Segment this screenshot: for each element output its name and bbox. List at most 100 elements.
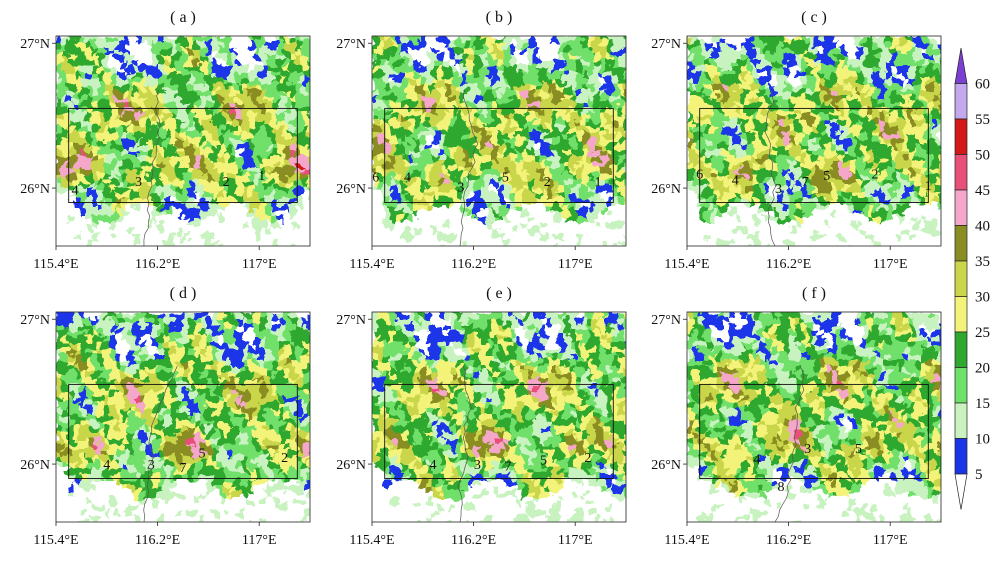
colorbar-tick-label: 60 (975, 77, 990, 93)
x-tick-label: 117°E (873, 533, 908, 548)
colorbar-tick-label: 55 (975, 112, 990, 128)
panel-b: ( b ) 27°N 26°N 115.4°E 116.2°E 117°E 6 4 3 5 2 1 (336, 9, 627, 272)
study-region-box (699, 383, 929, 480)
x-tick-label: 116.2°E (451, 533, 496, 548)
boundary-line (143, 365, 178, 522)
y-tick-label: 26°N (20, 458, 50, 473)
storm-cell-label: 6 (696, 168, 703, 183)
reflectivity-field (687, 312, 941, 522)
storm-cell-label: 7 (180, 461, 187, 476)
boundary-line (459, 89, 479, 246)
x-tick-label: 117°E (242, 257, 277, 272)
colorbar-tick-label: 40 (975, 219, 990, 235)
y-tick-label: 26°N (20, 182, 50, 197)
storm-cell-label: 3 (148, 458, 155, 473)
storm-cell-label: 2 (584, 451, 591, 466)
panel-title: ( c ) (801, 9, 827, 26)
x-tick-label: 117°E (558, 257, 593, 272)
storm-cell-label: 5 (855, 442, 862, 457)
storm-cell-label: 3 (804, 442, 811, 457)
study-region-box (68, 107, 298, 204)
colorbar-segment (954, 473, 968, 510)
storm-cell-label: 5 (199, 446, 206, 461)
storm-cell-label: 1 (595, 175, 602, 190)
colorbar-segment (954, 260, 968, 297)
storm-cell-label: 5 (540, 454, 547, 469)
colorbar-tick-label: 50 (975, 148, 990, 164)
storm-cell-label: 4 (103, 458, 110, 473)
storm-cell-label: 4 (404, 170, 411, 185)
storm-cell-label: 4 (753, 452, 760, 467)
storm-cell-label: 2 (223, 175, 230, 190)
study-region-box (384, 107, 614, 204)
panel-c: ( c ) 27°N 26°N 115.4°E 116.2°E 117°E 6 4 3 7 5 2 1 (651, 9, 942, 272)
panel-d: ( d ) 27°N 26°N 115.4°E 116.2°E 117°E 4 3 75 2 (20, 285, 311, 548)
x-tick-label: 117°E (873, 257, 908, 272)
reflectivity-field (372, 36, 626, 246)
x-tick-label: 116.2°E (135, 257, 180, 272)
panel-title: ( d ) (170, 285, 197, 302)
colorbar-segment (954, 331, 968, 368)
storm-cell-label: 3 (775, 182, 782, 197)
panel-frame (371, 35, 627, 247)
colorbar: 60 55 50 45 40 35 30 25 20 15 10 5 (954, 47, 990, 510)
colorbar-tick-label: 45 (975, 183, 990, 199)
x-tick-label: 115.4°E (33, 533, 78, 548)
storm-cell-label: 4 (72, 184, 79, 199)
x-tick-label: 117°E (558, 533, 593, 548)
colorbar-segment (954, 225, 968, 262)
panel-title: ( a ) (170, 9, 196, 26)
panel-f: ( f ) 27°N 26°N 115.4°E 116.2°E 117°E 4 3 5 8 (651, 285, 942, 548)
y-tick-label: 26°N (651, 458, 681, 473)
colorbar-tick-label: 35 (975, 254, 990, 270)
x-tick-label: 115.4°E (349, 533, 394, 548)
y-tick-label: 26°N (336, 182, 366, 197)
colorbar-tick-label: 10 (975, 432, 990, 448)
x-tick-label: 116.2°E (766, 533, 811, 548)
storm-cell-label: 6 (372, 170, 379, 185)
y-tick-label: 26°N (651, 182, 681, 197)
x-tick-label: 116.2°E (135, 533, 180, 548)
colorbar-segment (954, 438, 968, 475)
panel-frame (686, 311, 942, 523)
study-region-box (699, 107, 929, 204)
x-tick-label: 116.2°E (451, 257, 496, 272)
panel-e: ( e ) 27°N 26°N 115.4°E 116.2°E 117°E 4 3 7 5 2 (336, 285, 627, 548)
boundary-line (774, 365, 805, 522)
reflectivity-field (56, 36, 310, 246)
storm-cell-label: 1 (258, 169, 265, 184)
storm-cell-label: 1 (925, 179, 932, 194)
colorbar-segment (954, 47, 968, 84)
storm-cell-label: 4 (732, 173, 739, 188)
colorbar-segment (954, 83, 968, 120)
boundary-line (457, 365, 472, 522)
storm-cell-label: 2 (544, 175, 551, 190)
storm-cell-label: 7 (504, 460, 511, 475)
y-tick-label: 27°N (20, 313, 50, 328)
panel-title: ( e ) (486, 285, 512, 302)
storm-cell-label: 2 (871, 168, 878, 183)
storm-cell-label: 5 (502, 170, 509, 185)
storm-cell-label: 2 (281, 451, 288, 466)
panel-a: ( a ) 27°N 26°N 115.4°E 116.2°E 117°E 4 3 2 1 (20, 9, 311, 272)
x-tick-label: 117°E (242, 533, 277, 548)
colorbar-segment (954, 367, 968, 404)
study-region-box (384, 383, 614, 480)
x-tick-label: 116.2°E (766, 257, 811, 272)
panel-frame (55, 311, 311, 523)
panel-frame (55, 35, 311, 247)
storm-cell-label: 4 (429, 458, 436, 473)
colorbar-tick-label: 20 (975, 361, 990, 377)
storm-cell-label: 5 (823, 169, 830, 184)
panel-title: ( b ) (486, 9, 513, 26)
panel-title: ( f ) (802, 285, 826, 302)
x-tick-label: 115.4°E (349, 257, 394, 272)
x-tick-label: 115.4°E (33, 257, 78, 272)
x-tick-label: 115.4°E (664, 533, 709, 548)
colorbar-tick-label: 5 (975, 467, 983, 483)
x-tick-label: 115.4°E (664, 257, 709, 272)
y-tick-label: 27°N (336, 37, 366, 52)
y-tick-label: 27°N (20, 37, 50, 52)
boundary-line (764, 89, 777, 246)
panel-frame (371, 311, 627, 523)
